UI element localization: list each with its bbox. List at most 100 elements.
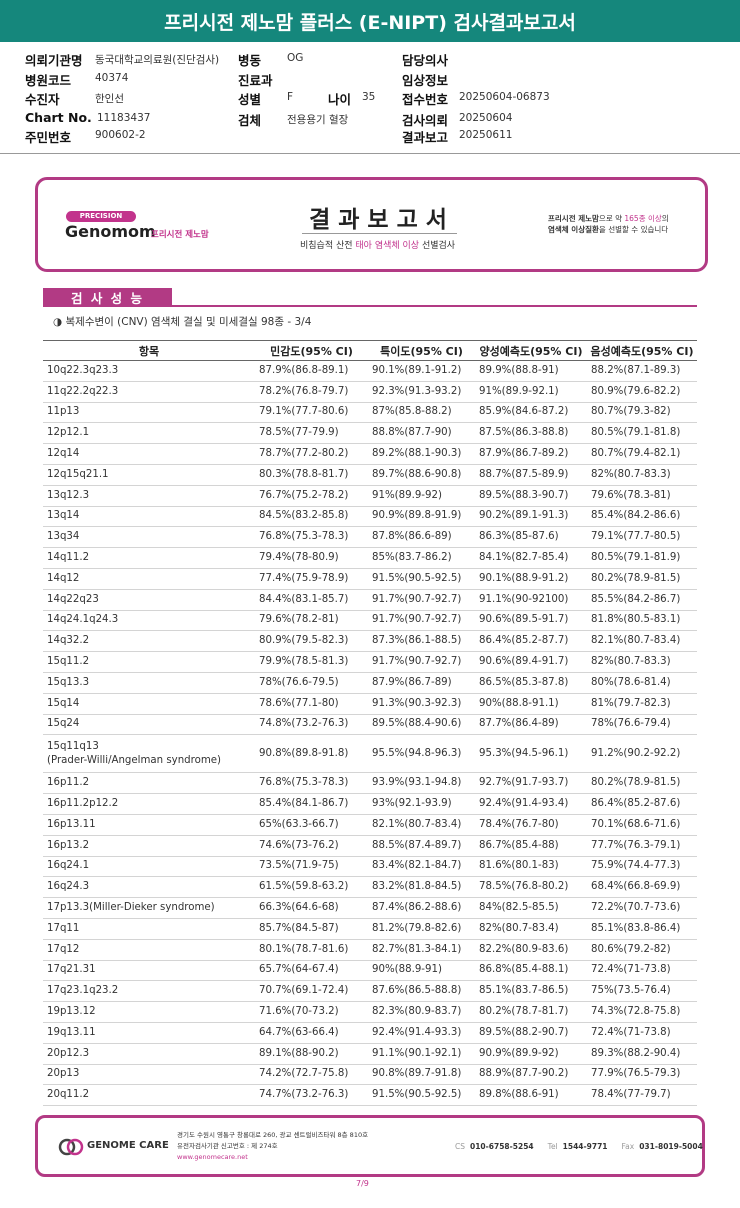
table-row: 14q11.2 79.4%(78-80.9) 85%(83.7-86.2) 84.1%… xyxy=(43,547,697,569)
field-label: 검체 xyxy=(238,113,262,128)
table-row: 16p13.2 74.6%(73-76.2) 88.5%(87.4-89.7) 86.… xyxy=(43,835,697,857)
section-title: 검 사 성 능 xyxy=(70,290,145,306)
text: 으로 약 xyxy=(598,214,625,223)
table-row: 15q11q13 (Prader-Willi/Angelman syndrome… xyxy=(43,734,697,774)
text: 의 xyxy=(661,214,669,223)
table-cell: 12q14 xyxy=(43,443,255,465)
table-row: 16q24.1 73.5%(71.9-75) 83.4%(82.1-84.7) 81.… xyxy=(43,856,697,878)
section-tab: 검 사 성 능 xyxy=(43,288,172,306)
table-cell: 85.1%(83.8-86.4) xyxy=(587,918,697,940)
table-row: 16p11.2p12.2 85.4%(84.1-86.7) 93%(92.1-93.… xyxy=(43,793,697,815)
table-cell: 92.3%(91.3-93.2) xyxy=(368,381,475,403)
patient-info: 의뢰기관명 동국대학교의료원(진단검사) 병동 OG 담당의사 병원코드 40374 진료과 임… xyxy=(0,42,740,154)
table-cell: 82.1%(80.7-83.4) xyxy=(368,814,475,836)
table-row: 13q14 84.5%(83.2-85.8) 90.9%(89.8-91.9) 90.… xyxy=(43,506,697,528)
table-row: 15q11.2 79.9%(78.5-81.3) 91.7%(90.7-92.7) 9… xyxy=(43,651,697,673)
table-cell: 78.4%(76.7-80) xyxy=(475,814,587,836)
contact-label: Fax xyxy=(621,1142,635,1151)
table-cell: 14q32.2 xyxy=(43,630,255,653)
table-row: 17q11 85.7%(84.5-87) 81.2%(79.8-82.6) 82%(8… xyxy=(43,918,697,940)
field-label: 병원코드 xyxy=(25,73,72,88)
column-header: 민감도(95% CI) xyxy=(255,340,368,361)
table-cell: 79.1%(77.7-80.5) xyxy=(587,526,697,549)
field-value: F xyxy=(287,91,294,103)
field-label: 주민번호 xyxy=(25,130,72,145)
table-cell: 80.6%(79.2-82) xyxy=(587,939,697,961)
table-cell: 72.4%(71-73.8) xyxy=(587,960,697,982)
table-cell: 86.3%(85-87.6) xyxy=(475,526,587,549)
table-cell: 16p13.11 xyxy=(43,814,255,836)
table-cell: 78.5%(76.8-80.2) xyxy=(475,876,587,899)
table-cell: 88.9%(87.7-90.2) xyxy=(475,1064,587,1086)
table-cell: 80.9%(79.6-82.2) xyxy=(587,381,697,403)
contact-value: 010-6758-5254 xyxy=(470,1142,534,1151)
table-cell: 15q11.2 xyxy=(43,651,255,673)
table-cell: 66.3%(64.6-68) xyxy=(255,897,368,919)
table-cell: 88.2%(87.1-89.3) xyxy=(587,360,697,382)
table-cell: 80.2%(78.7-81.7) xyxy=(475,1001,587,1023)
table-cell: 82.2%(80.9-83.6) xyxy=(475,939,587,961)
table-row: 20q11.2 74.7%(73.2-76.3) 91.5%(90.5-92.5) 8… xyxy=(43,1084,697,1107)
table-cell: 13q14 xyxy=(43,506,255,528)
section-subtitle: ◑ 복제수변이 (CNV) 염색체 결실 및 미세결실 98종 - 3/4 xyxy=(53,316,312,328)
column-header: 항목 xyxy=(43,340,255,361)
table-cell: 79.1%(77.7-80.6) xyxy=(255,402,368,424)
table-cell: 89.7%(88.6-90.8) xyxy=(368,464,475,486)
logo-sub: 프리시전 제노맘 xyxy=(151,230,209,240)
table-row: 12q14 78.7%(77.2-80.2) 89.2%(88.1-90.3) 87.… xyxy=(43,443,697,465)
text: 을 선별할 수 있습니다 xyxy=(598,225,669,234)
table-cell: 90%(88.8-91.1) xyxy=(475,693,587,715)
table-cell: 12p12.1 xyxy=(43,422,255,445)
table-cell: 89.2%(88.1-90.3) xyxy=(368,443,475,465)
table-cell: 17q21.31 xyxy=(43,960,255,982)
footer-address: 경기도 수원시 영통구 창룡대로 260, 광교 센트럴비즈타워 8층 810호… xyxy=(177,1130,368,1163)
table-cell: 80.9%(79.5-82.3) xyxy=(255,630,368,653)
table-row: 16p11.2 76.8%(75.3-78.3) 93.9%(93.1-94.8) 9… xyxy=(43,772,697,795)
column-header: 양성예측도(95% CI) xyxy=(475,340,587,361)
table-row: 20p12.3 89.1%(88-90.2) 91.1%(90.1-92.1) 90.… xyxy=(43,1043,697,1065)
field-value: 35 xyxy=(362,91,376,103)
table-cell: 72.4%(71-73.8) xyxy=(587,1022,697,1044)
table-cell: 90.8%(89.8-91.8) xyxy=(255,734,368,774)
table-cell: 75.9%(74.4-77.3) xyxy=(587,856,697,878)
table-cell: 81%(79.7-82.3) xyxy=(587,693,697,715)
table-cell: 20p12.3 xyxy=(43,1043,255,1065)
table-cell: 89.3%(88.2-90.4) xyxy=(587,1043,697,1065)
field-label: 의뢰기관명 xyxy=(25,53,83,68)
table-cell: 90.1%(88.9-91.2) xyxy=(475,568,587,590)
table-cell: 17q11 xyxy=(43,918,255,940)
table-cell: 91.2%(90.2-92.2) xyxy=(587,734,697,774)
table-cell: 85.1%(83.7-86.5) xyxy=(475,980,587,1003)
table-cell: 91.7%(90.7-92.7) xyxy=(368,651,475,673)
table-cell: 82%(80.7-83.3) xyxy=(587,464,697,486)
contact-value: 1544-9771 xyxy=(562,1142,608,1151)
table-body: 10q22.3q23.3 87.9%(86.8-89.1) 90.1%(89.1-9… xyxy=(43,360,697,1107)
table-cell: 82.3%(80.9-83.7) xyxy=(368,1001,475,1023)
field-label: 결과보고 xyxy=(402,130,449,145)
table-cell: 16q24.3 xyxy=(43,876,255,899)
table-cell: 90.2%(89.1-91.3) xyxy=(475,506,587,528)
table-cell: 89.5%(88.3-90.7) xyxy=(475,485,587,507)
table-row: 12q15q21.1 80.3%(78.8-81.7) 89.7%(88.6-90.… xyxy=(43,464,697,486)
contacts: CS 010-6758-5254 Tel 1544-9771 Fax 031-8019-5… xyxy=(455,1142,703,1151)
table-cell: 83.2%(81.8-84.5) xyxy=(368,876,475,899)
table-cell: 80.5%(79.1-81.9) xyxy=(587,547,697,569)
table-cell: 13q34 xyxy=(43,526,255,549)
table-cell: 15q14 xyxy=(43,693,255,715)
table-row: 16p13.11 65%(63.3-66.7) 82.1%(80.7-83.4) 78… xyxy=(43,814,697,836)
table-cell: 87.7%(86.4-89) xyxy=(475,714,587,736)
header-row: 항목 민감도(95% CI) 특이도(95% CI) 양성예측도(95% CI) 음성예… xyxy=(43,340,697,361)
table-cell: 12q15q21.1 xyxy=(43,464,255,486)
table-cell: 83.4%(82.1-84.7) xyxy=(368,856,475,878)
table-cell: 84%(82.5-85.5) xyxy=(475,897,587,919)
table-cell: 76.8%(75.3-78.3) xyxy=(255,526,368,549)
table-cell: 80.7%(79.3-82) xyxy=(587,402,697,424)
table-cell: 86.5%(85.3-87.8) xyxy=(475,672,587,694)
banner-note: 프리시전 제노맘으로 약 165종 이상의 염색체 이상질환을 선별할 수 있습… xyxy=(548,213,669,235)
contact-value: 031-8019-5004 xyxy=(639,1142,703,1151)
field-value: 20250604 xyxy=(459,112,513,124)
table-cell: 14q11.2 xyxy=(43,547,255,569)
divider xyxy=(302,233,457,234)
table-cell: 70.7%(69.1-72.4) xyxy=(255,980,368,1003)
